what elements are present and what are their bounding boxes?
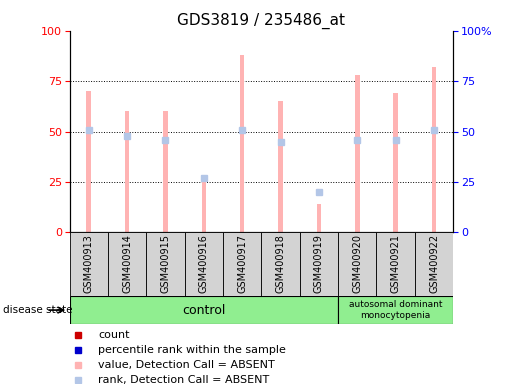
Bar	[338, 296, 453, 324]
Bar	[87, 91, 91, 232]
Text: percentile rank within the sample: percentile rank within the sample	[98, 345, 286, 355]
Text: autosomal dominant
monocytopenia: autosomal dominant monocytopenia	[349, 300, 442, 320]
Bar	[317, 204, 321, 232]
Bar	[223, 232, 261, 296]
Bar	[70, 232, 108, 296]
Bar	[240, 55, 245, 232]
Bar	[415, 232, 453, 296]
Bar	[355, 75, 359, 232]
Text: GSM400918: GSM400918	[276, 234, 285, 293]
Bar	[278, 101, 283, 232]
Bar	[432, 67, 436, 232]
Bar	[163, 111, 168, 232]
Text: GSM400913: GSM400913	[84, 234, 94, 293]
Text: value, Detection Call = ABSENT: value, Detection Call = ABSENT	[98, 360, 275, 370]
Text: GSM400922: GSM400922	[429, 234, 439, 293]
Text: GSM400914: GSM400914	[122, 234, 132, 293]
Bar	[125, 111, 129, 232]
Text: GSM400916: GSM400916	[199, 234, 209, 293]
Text: control: control	[182, 304, 226, 316]
Bar	[261, 232, 300, 296]
Bar	[300, 232, 338, 296]
Text: count: count	[98, 330, 130, 340]
Text: disease state: disease state	[3, 305, 72, 315]
Text: GSM400915: GSM400915	[161, 234, 170, 293]
Bar	[146, 232, 184, 296]
Bar	[108, 232, 146, 296]
Title: GDS3819 / 235486_at: GDS3819 / 235486_at	[177, 13, 346, 29]
Text: GSM400917: GSM400917	[237, 234, 247, 293]
Text: GSM400919: GSM400919	[314, 234, 324, 293]
Text: rank, Detection Call = ABSENT: rank, Detection Call = ABSENT	[98, 375, 269, 384]
Bar	[338, 232, 376, 296]
Text: GSM400921: GSM400921	[391, 234, 401, 293]
Text: GSM400920: GSM400920	[352, 234, 362, 293]
Bar	[376, 232, 415, 296]
Bar	[201, 182, 206, 232]
Bar	[393, 93, 398, 232]
Bar	[70, 296, 338, 324]
Bar	[184, 232, 223, 296]
